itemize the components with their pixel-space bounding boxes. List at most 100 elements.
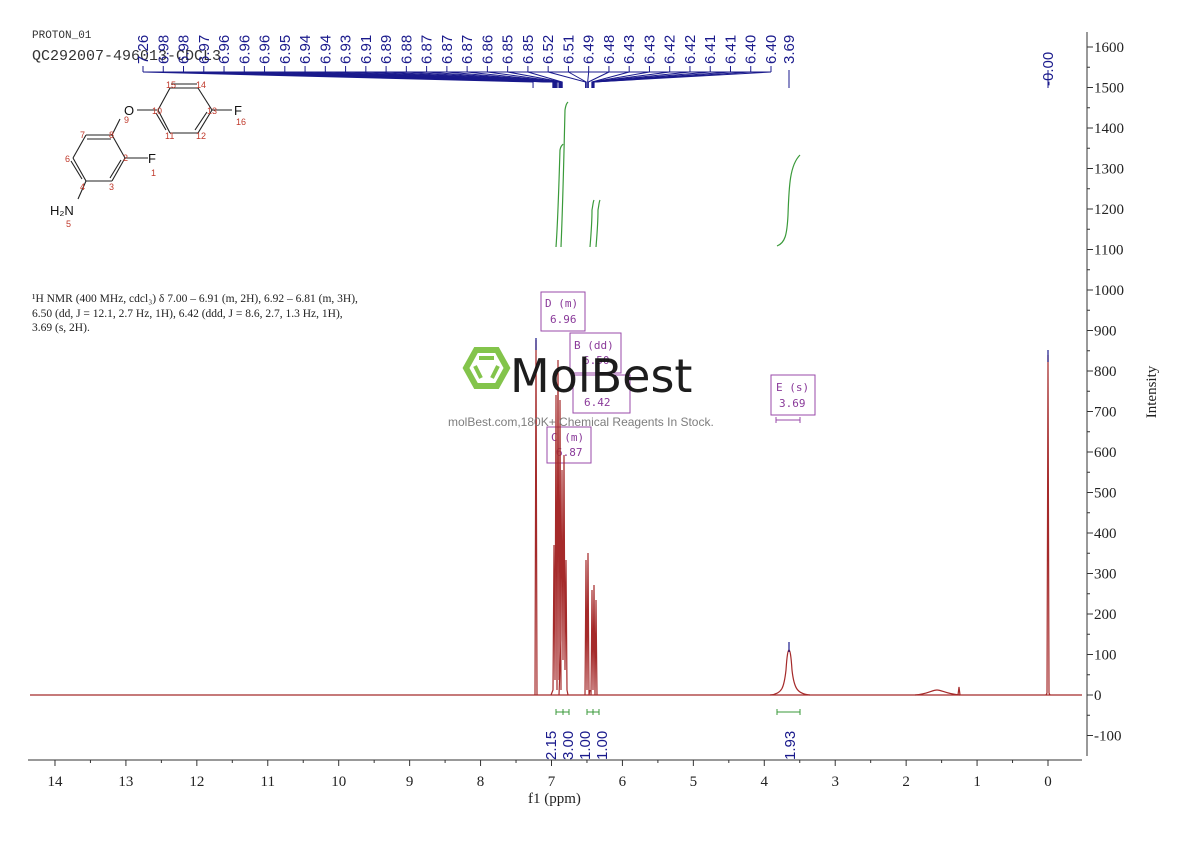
peak-label: 6.51: [560, 35, 577, 64]
x-tick-label: 13: [118, 774, 133, 790]
watermark: MolBest molBest.com,180K+ Chemical Reage…: [448, 347, 714, 429]
peak-label: 3.69: [781, 35, 798, 64]
peak-label: 6.42: [682, 35, 699, 64]
atom-number: 9: [124, 115, 129, 125]
y-tick-label: 1500: [1094, 81, 1124, 97]
peak-labels: 7.26 6.98 6.98 6.97 6.96 6.96 6.96 6.95 6.94 6.94…: [135, 35, 1057, 86]
nmr-description: ¹H NMR (400 MHz, cdcl₃) δ 7.00 – 6.91 (m…: [32, 292, 432, 336]
y-axis: [1086, 32, 1093, 756]
peak-label: 6.48: [601, 35, 618, 64]
atom-f16: F: [234, 103, 242, 118]
y-tick-label: 1400: [1094, 121, 1124, 137]
atom-number: 2: [123, 153, 128, 163]
peak-label: 6.85: [520, 35, 537, 64]
peak-label: 6.86: [479, 35, 496, 64]
y-tick-label: 800: [1094, 364, 1117, 380]
multiplet-shift: 6.87: [556, 446, 583, 459]
multiplet-box-c: C (m) 6.87: [546, 426, 592, 464]
integral-ranges: [555, 709, 801, 715]
y-tick-label: 300: [1094, 567, 1117, 583]
x-axis: [28, 759, 1082, 766]
multiplet-label: E (s): [776, 381, 809, 394]
peak-label: 6.96: [236, 35, 253, 64]
watermark-brand: MolBest: [510, 349, 692, 403]
peak-label: 6.87: [439, 35, 456, 64]
nmr-description-line: 3.69 (s, 2H).: [32, 322, 90, 334]
multiplet-box-a: 6.42: [572, 374, 631, 414]
multiplet-box-e: E (s) 3.69: [770, 374, 816, 423]
x-tick-label: 10: [331, 774, 346, 790]
watermark-tagline: molBest.com,180K+ Chemical Reagents In S…: [448, 415, 714, 429]
multiplet-box-d: D (m) 6.96: [540, 291, 586, 332]
peak-label: 6.94: [317, 35, 334, 64]
y-tick-label: 1600: [1094, 40, 1124, 56]
x-tick-labels: 14 13 12 11 10 9 8 7 6 5 4 3 2 1 0: [47, 774, 1051, 790]
multiplet-box-b: B (dd) 6.50: [569, 332, 622, 374]
x-tick-label: 5: [690, 774, 698, 790]
peak-label: 6.89: [378, 35, 395, 64]
integral-value: 3.00: [560, 731, 577, 760]
multiplet-annotations: D (m) 6.96 B (dd) 6.50 6.42 C (m) 6.87 E…: [540, 291, 816, 464]
peak-label: 6.85: [500, 35, 517, 64]
peak-label: 6.93: [338, 35, 355, 64]
y-tick-label: 600: [1094, 445, 1117, 461]
peak-label: 6.52: [540, 35, 557, 64]
integral-value: 1.00: [594, 731, 611, 760]
x-tick-label: 6: [619, 774, 627, 790]
y-tick-label: 1200: [1094, 202, 1124, 218]
multiplet-label: B (dd): [574, 339, 614, 352]
atom-number: 13: [207, 106, 217, 116]
peak-label: 6.41: [722, 35, 739, 64]
multiplet-label: D (m): [545, 297, 578, 310]
peak-label: 6.97: [196, 35, 213, 64]
peak-label: 6.40: [743, 35, 760, 64]
y-axis-label: Intensity: [1144, 365, 1160, 418]
peak-label: 6.87: [419, 35, 436, 64]
peak-label: 7.26: [135, 35, 152, 64]
atom-number: 8: [109, 130, 114, 140]
atom-numbers: 2 3 4 6 7 8 10 11 12 13 14 15: [65, 80, 217, 192]
x-tick-label: 12: [189, 774, 204, 790]
experiment-name: PROTON_01: [32, 30, 92, 42]
peak-label: -0.00: [1040, 52, 1057, 86]
peak-label: 6.43: [621, 35, 638, 64]
sample-name: QC292007-496013-CDCL3: [32, 48, 222, 65]
y-tick-label: 1300: [1094, 162, 1124, 178]
multiplet-shift: 3.69: [779, 397, 806, 410]
integral-value: 1.00: [577, 731, 594, 760]
atom-number: 3: [109, 182, 114, 192]
peak-top-markers: [535, 338, 1049, 652]
atom-number: 15: [166, 80, 176, 90]
peak-label: 6.88: [398, 35, 415, 64]
multiplet-shift: 6.96: [550, 313, 577, 326]
y-tick-label: 200: [1094, 607, 1117, 623]
integral-value: 2.15: [543, 731, 560, 760]
y-tick-label: 900: [1094, 324, 1117, 340]
atom-number: 7: [80, 130, 85, 140]
peak-label: 6.96: [257, 35, 274, 64]
atom-number: 1: [151, 168, 156, 178]
x-tick-label: 0: [1044, 774, 1052, 790]
peak-label: 6.43: [641, 35, 658, 64]
peak-label: 6.49: [581, 35, 598, 64]
x-tick-label: 11: [261, 774, 275, 790]
x-tick-label: 14: [47, 774, 63, 790]
atom-number: 14: [196, 80, 206, 90]
x-tick-label: 2: [902, 774, 910, 790]
x-tick-label: 3: [831, 774, 839, 790]
peak-label: 6.42: [662, 35, 679, 64]
y-tick-labels: -100 0 100 200 300 400 500 600 700 800 900 1000 1100…: [1094, 40, 1124, 745]
x-tick-label: 4: [761, 774, 769, 790]
peak-label: 6.91: [358, 35, 375, 64]
x-tick-label: 9: [406, 774, 414, 790]
y-tick-label: 500: [1094, 486, 1117, 502]
atom-number: 16: [236, 117, 246, 127]
y-tick-label: 0: [1094, 688, 1102, 704]
y-tick-label: 1100: [1094, 243, 1123, 259]
integral-curves: [555, 101, 801, 248]
nmr-description-line: ¹H NMR (400 MHz, cdcl₃) δ 7.00 – 6.91 (m…: [32, 293, 358, 305]
y-tick-label: 100: [1094, 648, 1117, 664]
peak-label: 6.41: [702, 35, 719, 64]
integral-value: 1.93: [782, 731, 799, 760]
y-tick-label: 700: [1094, 405, 1117, 421]
